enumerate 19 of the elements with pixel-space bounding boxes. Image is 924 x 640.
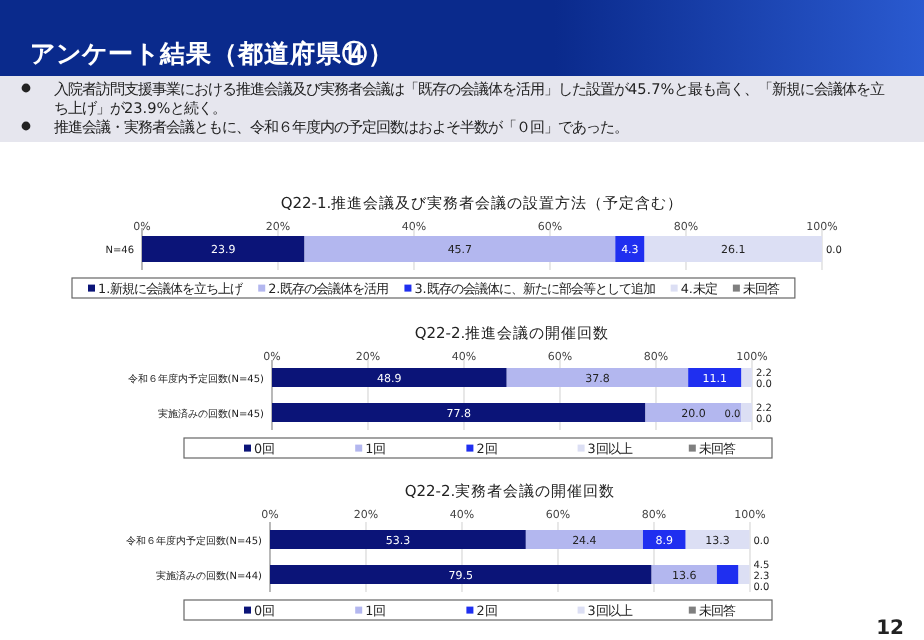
bar xyxy=(142,236,305,262)
text: 12 xyxy=(876,618,905,640)
bar xyxy=(615,236,645,262)
bar xyxy=(685,530,750,549)
bar xyxy=(525,530,643,549)
bar xyxy=(506,368,689,387)
bar xyxy=(644,236,822,262)
bar xyxy=(304,236,616,262)
bar xyxy=(741,403,752,422)
bar xyxy=(716,565,739,584)
bar xyxy=(272,403,646,422)
bar xyxy=(272,368,507,387)
bar xyxy=(651,565,717,584)
bar xyxy=(270,530,526,549)
bar xyxy=(738,565,750,584)
bar xyxy=(741,368,752,387)
bar xyxy=(270,565,652,584)
text: アンケート結果（都道府県⑭） xyxy=(30,38,394,68)
bar xyxy=(688,368,742,387)
